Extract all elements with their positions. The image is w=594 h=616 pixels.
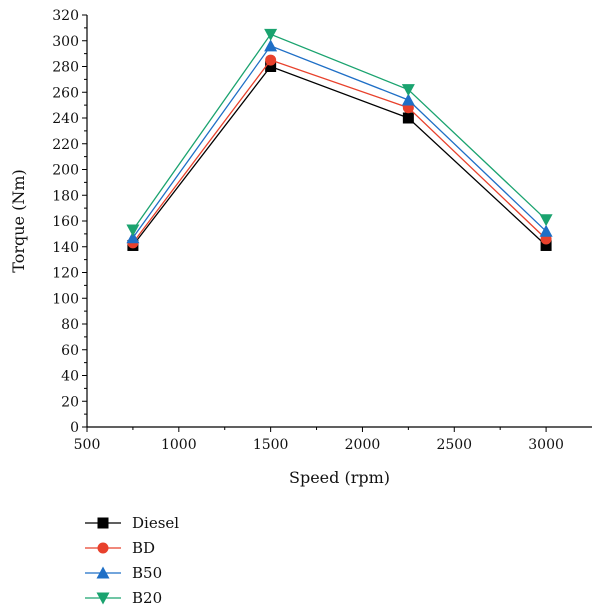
legend-label-diesel: Diesel (132, 514, 179, 532)
data-point-b20 (539, 214, 553, 227)
y-tick-label: 0 (70, 420, 79, 436)
legend: Diesel BD B50 B20 (85, 514, 179, 607)
legend-item-diesel: Diesel (85, 514, 179, 532)
data-point-b20 (126, 224, 140, 237)
x-tick-label: 500 (74, 437, 101, 453)
legend-item-b20: B20 (85, 589, 162, 607)
series-line-b50 (132, 45, 547, 239)
y-tick-label: 120 (52, 266, 79, 282)
data-point-b50 (264, 39, 278, 52)
y-tick-label: 100 (52, 291, 79, 307)
legend-marker-diesel (97, 517, 109, 529)
y-tick-label: 20 (61, 394, 79, 410)
y-tick-label: 160 (52, 214, 79, 230)
series-bd (127, 54, 552, 249)
y-tick-label: 240 (52, 111, 79, 127)
x-tick-label: 3000 (528, 437, 564, 453)
legend-marker-bd (97, 542, 109, 554)
legend-label-b20: B20 (132, 589, 162, 607)
y-axis-title: Torque (Nm) (9, 169, 28, 272)
data-point-b20 (264, 28, 278, 41)
x-tick-label: 1000 (161, 437, 197, 453)
legend-item-b50: B50 (85, 564, 162, 582)
x-tick-label: 1500 (253, 437, 289, 453)
y-tick-label: 60 (61, 343, 79, 359)
y-tick-label: 180 (52, 188, 79, 204)
data-point-diesel (402, 112, 414, 124)
x-tick-label: 2500 (436, 437, 472, 453)
legend-label-bd: BD (132, 539, 155, 557)
y-tick-label: 40 (61, 369, 79, 385)
series-line-bd (132, 59, 547, 244)
y-tick-label: 260 (52, 85, 79, 101)
legend-item-bd: BD (85, 539, 155, 557)
y-tick-label: 200 (52, 163, 79, 179)
data-point-b50 (126, 231, 140, 244)
legend-marker-b20 (96, 592, 110, 605)
data-point-b50 (401, 93, 415, 106)
legend-marker-b50 (96, 566, 110, 579)
x-tick-label: 2000 (345, 437, 381, 453)
y-tick-label: 140 (52, 240, 79, 256)
series-b50 (126, 39, 553, 244)
axes: 0 20 40 60 80 100 120 140 160 180 200 220 240 260 280 3… (52, 8, 592, 453)
y-tick-label: 220 (52, 137, 79, 153)
x-axis-title: Speed (rpm) (289, 468, 390, 487)
data-point-bd (265, 54, 277, 66)
y-tick-label: 300 (52, 34, 79, 50)
y-tick-label: 80 (61, 317, 79, 333)
series-line-b20 (132, 33, 547, 231)
y-tick-label: 280 (52, 60, 79, 76)
y-tick-label: 320 (52, 8, 79, 24)
series-area (126, 28, 553, 251)
series-b20 (126, 28, 553, 237)
data-point-b50 (539, 224, 553, 237)
legend-label-b50: B50 (132, 564, 162, 582)
series-line-diesel (132, 65, 547, 246)
data-point-b20 (401, 84, 415, 97)
data-point-diesel (540, 239, 552, 251)
data-point-diesel (265, 61, 277, 72)
